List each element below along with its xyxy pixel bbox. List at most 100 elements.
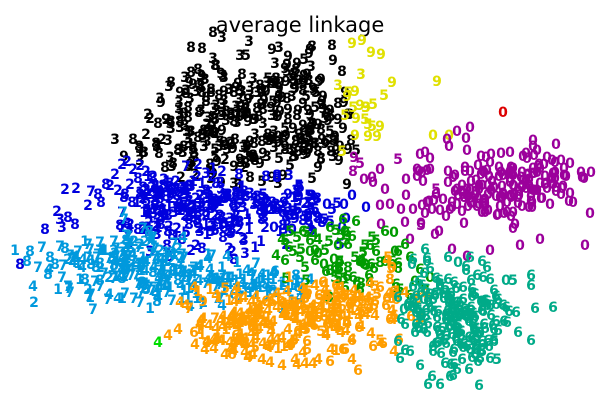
data-point-blue: 2	[160, 180, 170, 196]
data-point-blue: 7	[139, 192, 149, 208]
data-point-purple: 0	[528, 166, 538, 182]
data-point-blue: 8	[231, 189, 241, 205]
data-point-blue: 8	[272, 202, 282, 218]
data-point-black: 3	[184, 159, 194, 175]
data-point-black: 9	[345, 107, 355, 123]
data-point-blue: 8	[101, 177, 111, 193]
data-point-blue: 2	[135, 158, 145, 174]
data-point-green: 5	[300, 260, 310, 276]
data-point-purple: 0	[526, 182, 536, 198]
data-point-black: 9	[283, 102, 293, 118]
data-point-black: 9	[255, 156, 265, 172]
data-point-cyan: 7	[33, 260, 43, 276]
data-point-orange: 4	[236, 315, 246, 331]
data-point-black: 8	[280, 142, 290, 158]
data-point-blue: 2	[148, 169, 158, 185]
data-point-blue: 0	[303, 210, 313, 226]
data-point-green: 6	[330, 260, 340, 276]
data-point-green: 5	[350, 250, 360, 266]
data-point-teal: 5	[492, 352, 502, 368]
data-point-black: 3	[274, 84, 284, 100]
data-point-cyan: 6	[270, 264, 280, 280]
data-point-black: 3	[163, 133, 173, 149]
data-point-purple: 0	[427, 202, 437, 218]
data-point-blue: 1	[289, 190, 299, 206]
data-point-blue: 3	[238, 200, 248, 216]
data-point-blue: 2	[166, 186, 176, 202]
data-point-cyan: 1	[245, 285, 255, 301]
data-point-black: 9	[299, 68, 309, 84]
data-point-black: 8	[343, 107, 353, 123]
data-point-black: 9	[185, 157, 195, 173]
data-point-teal: 6	[420, 242, 430, 258]
data-point-green: 5	[301, 273, 311, 289]
data-point-black: 9	[249, 150, 259, 166]
data-point-black: 8	[229, 85, 239, 101]
data-point-blue: 3	[208, 217, 218, 233]
data-point-blue: 8	[313, 211, 323, 227]
data-point-purple: 5	[393, 152, 403, 168]
data-point-cyan: 8	[261, 277, 271, 293]
data-point-purple: 0	[368, 175, 378, 191]
data-point-black: 9	[278, 168, 288, 184]
data-point-yellow: 3	[333, 78, 343, 94]
data-point-black: 9	[301, 136, 311, 152]
data-point-cyan: 1	[277, 301, 287, 317]
data-point-cyan: 2	[167, 245, 177, 261]
data-point-blue: 9	[290, 211, 300, 227]
data-point-cyan: 7	[109, 234, 119, 250]
data-point-black: 5	[285, 158, 295, 174]
data-point-purple: 0	[375, 162, 385, 178]
data-point-black: 9	[299, 124, 309, 140]
data-point-blue: 2	[180, 208, 190, 224]
data-point-black: 3	[273, 176, 283, 192]
data-point-black: 8	[282, 91, 292, 107]
data-point-cyan: 4	[153, 290, 163, 306]
data-point-purple: 0	[412, 162, 422, 178]
data-point-orange: 4	[353, 288, 363, 304]
data-point-black: 3	[219, 93, 229, 109]
data-point-black: 8	[304, 123, 314, 139]
data-point-black: 8	[193, 62, 203, 78]
data-point-cyan: 7	[201, 276, 211, 292]
data-point-purple: 0	[530, 183, 540, 199]
data-point-orange: 6	[334, 281, 344, 297]
data-point-blue: 8	[156, 210, 166, 226]
data-point-blue: 8	[119, 190, 129, 206]
data-point-green: 5	[301, 225, 311, 241]
data-point-purple: 0	[496, 146, 506, 162]
data-point-green: 0	[305, 244, 315, 260]
data-point-green: 6	[310, 253, 320, 269]
data-point-yellow: 3	[361, 100, 371, 116]
data-point-cyan: 1	[235, 267, 245, 283]
data-point-black: 8	[166, 75, 176, 91]
data-point-purple: 0	[540, 177, 550, 193]
data-point-black: 8	[293, 73, 303, 89]
data-point-purple: 0	[418, 174, 428, 190]
data-point-cyan: 1	[268, 272, 278, 288]
data-point-blue: 0	[337, 220, 347, 236]
data-point-purple: 0	[528, 161, 538, 177]
data-point-black: 9	[316, 97, 326, 113]
data-point-cyan: 4	[188, 266, 198, 282]
data-point-cyan: 1	[138, 281, 148, 297]
data-point-cyan: 1	[251, 277, 261, 293]
data-point-cyan: 7	[132, 266, 142, 282]
data-point-blue: 5	[210, 223, 220, 239]
data-point-black: 9	[235, 152, 245, 168]
data-point-blue: 9	[294, 189, 304, 205]
data-point-purple: 9	[349, 150, 359, 166]
data-point-blue: 3	[279, 222, 289, 238]
data-point-black: 9	[335, 139, 345, 155]
data-point-black: 9	[294, 127, 304, 143]
data-point-blue: 1	[195, 195, 205, 211]
data-point-purple: 0	[577, 170, 587, 186]
data-point-purple: 5	[431, 182, 441, 198]
data-point-black: 3	[226, 106, 236, 122]
data-point-black: 2	[239, 160, 249, 176]
data-point-blue: 2	[60, 182, 70, 198]
data-point-yellow: 9	[366, 45, 376, 61]
data-point-black: 8	[310, 136, 320, 152]
data-point-green: 5	[296, 242, 306, 258]
data-point-blue: 8	[193, 216, 203, 232]
